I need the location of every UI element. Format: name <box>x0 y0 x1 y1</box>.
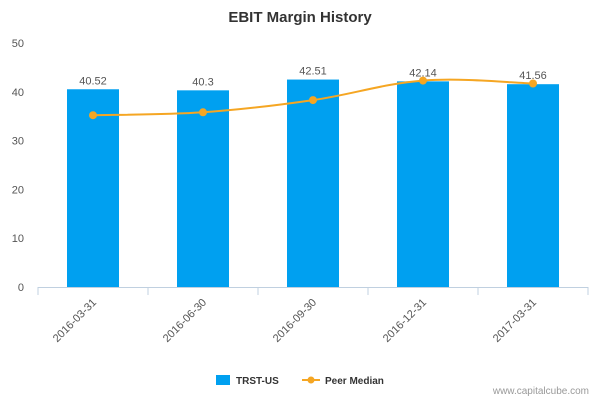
line-point-1 <box>199 108 207 117</box>
chart-title: EBIT Margin History <box>228 9 372 26</box>
bar-4 <box>507 84 559 288</box>
y-tick-label-2: 20 <box>12 184 24 196</box>
line-point-3 <box>419 76 427 85</box>
legend-label-line: Peer Median <box>325 376 384 387</box>
line-series <box>89 76 537 120</box>
legend: TRST-US Peer Median <box>216 375 384 387</box>
bar-1 <box>177 90 229 287</box>
bar-data-labels: 40.52 40.3 42.51 42.14 41.56 <box>79 66 547 89</box>
y-tick-label-5: 50 <box>12 38 24 50</box>
credit-text: www.capitalcube.com <box>492 386 589 397</box>
legend-label-bar: TRST-US <box>236 376 279 387</box>
line-point-0 <box>89 111 97 120</box>
x-tick-label-0: 2016-03-31 <box>51 297 99 345</box>
bar-data-label-1: 40.3 <box>192 76 213 88</box>
bar-3 <box>397 81 449 287</box>
x-tick-label-4: 2017-03-31 <box>491 297 539 345</box>
legend-swatch-dot <box>307 376 315 384</box>
x-tick-label-1: 2016-06-30 <box>161 297 209 345</box>
bar-series <box>67 79 559 288</box>
bar-data-label-4: 41.56 <box>519 70 547 82</box>
y-tick-label-0: 0 <box>18 282 24 294</box>
y-tick-label-3: 30 <box>12 136 24 148</box>
y-tick-label-4: 40 <box>12 87 24 99</box>
legend-swatch-bar <box>216 375 230 385</box>
y-tick-label-1: 10 <box>12 233 24 245</box>
y-axis: 0 10 20 30 40 50 <box>12 38 24 294</box>
bar-0 <box>67 89 119 288</box>
line-point-2 <box>309 96 317 105</box>
line-point-4 <box>529 79 537 88</box>
x-axis: 2016-03-31 2016-06-30 2016-09-30 2016-12-31… <box>37 287 589 345</box>
bar-2 <box>287 79 339 287</box>
bar-data-label-0: 40.52 <box>79 75 107 87</box>
x-tick-label-3: 2016-12-31 <box>381 297 429 345</box>
bar-data-label-2: 42.51 <box>299 66 327 78</box>
x-tick-label-2: 2016-09-30 <box>271 297 319 345</box>
bar-data-label-3: 42.14 <box>409 67 437 79</box>
